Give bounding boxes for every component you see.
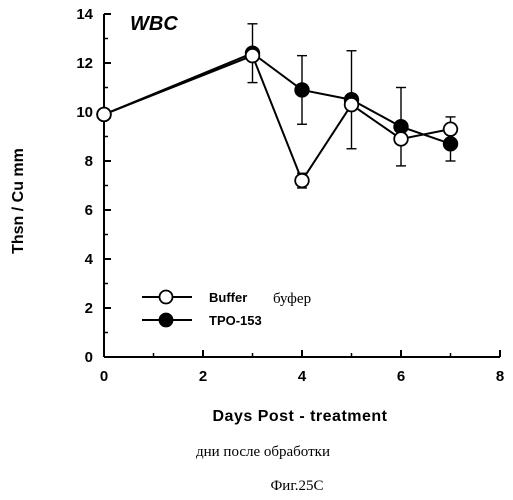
x-tick-label: 0 — [100, 368, 108, 385]
tpo-data-point — [444, 137, 458, 151]
y-tick-label: 6 — [85, 202, 93, 219]
x-tick-label: 8 — [496, 368, 504, 385]
series-lines — [104, 53, 451, 180]
buffer-data-point — [246, 49, 260, 63]
legend-buffer-label: Buffer — [209, 290, 247, 305]
y-tick-label: 10 — [76, 104, 93, 121]
buffer-data-point — [295, 174, 309, 188]
x-axis-title-ru: дни после обработки — [196, 444, 330, 460]
y-ticks: 0 2 4 6 8 10 12 14 — [76, 6, 111, 366]
y-tick-label: 2 — [85, 300, 93, 317]
buffer-data-point — [97, 108, 111, 122]
legend-tpo-marker — [160, 314, 173, 327]
figure-caption: Фиг.25С — [270, 478, 323, 494]
x-tick-label: 2 — [199, 368, 207, 385]
legend-buffer-marker — [160, 291, 173, 304]
buffer-data-point — [444, 122, 458, 136]
buffer-data-point — [394, 132, 408, 146]
y-tick-label: 8 — [85, 153, 93, 170]
chart-title: WBC — [130, 13, 178, 35]
y-tick-label: 4 — [85, 251, 94, 268]
x-tick-label: 6 — [397, 368, 405, 385]
x-axis-title: Days Post - treatment — [213, 408, 388, 425]
y-tick-label: 12 — [76, 55, 93, 72]
legend-tpo-label: TPO-153 — [209, 313, 262, 328]
buffer-series-line — [104, 56, 451, 181]
x-tick-label: 4 — [298, 368, 307, 385]
x-ticks: 0 2 4 6 8 — [100, 350, 504, 385]
legend-buffer-label-ru: буфер — [273, 291, 311, 307]
tpo-data-point — [295, 83, 309, 97]
y-tick-label: 14 — [76, 6, 93, 23]
legend: Buffer буфер TPO-153 — [142, 290, 311, 328]
buffer-data-point — [345, 98, 359, 112]
y-axis-title: Thsn / Cu mm — [10, 148, 27, 254]
y-tick-label: 0 — [85, 349, 93, 366]
